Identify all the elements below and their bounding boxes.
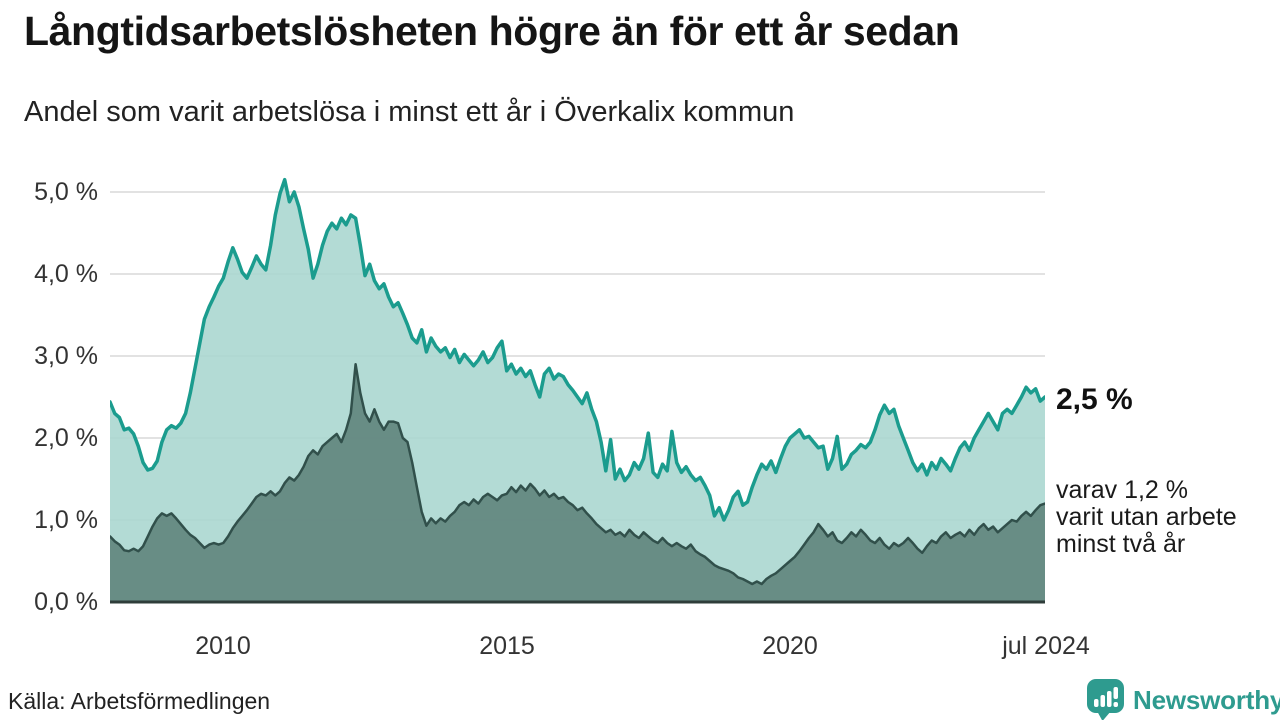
latest-value-label: 2,5 % bbox=[1056, 383, 1133, 416]
series-line-1 bbox=[110, 362, 1045, 586]
x-axis-tick-label: 2010 bbox=[195, 632, 251, 660]
bar-medium bbox=[1100, 695, 1105, 707]
secondary-value-line2: varit utan arbete bbox=[1056, 503, 1237, 531]
secondary-value-line3: minst två år bbox=[1056, 530, 1186, 558]
y-axis-tick-label: 2,0 % bbox=[34, 424, 98, 452]
y-axis-tick-label: 5,0 % bbox=[34, 178, 98, 206]
secondary-value-label: varav 1,2 % varit utan arbete minst två … bbox=[1056, 477, 1280, 558]
series-area-1 bbox=[110, 364, 1045, 602]
newsworthy-logo: Newsworthy bbox=[1086, 679, 1280, 720]
source-caption: Källa: Arbetsförmedlingen bbox=[8, 688, 271, 714]
y-axis-tick-label: 4,0 % bbox=[34, 260, 98, 288]
newsworthy-wordmark: Newsworthy bbox=[1133, 684, 1280, 715]
y-axis-tick-label: 3,0 % bbox=[34, 342, 98, 370]
y-axis-tick-label: 0,0 % bbox=[34, 588, 98, 616]
bar-tall bbox=[1107, 691, 1112, 707]
y-axis-tick-label: 1,0 % bbox=[34, 506, 98, 534]
page-title: Långtidsarbetslösheten högre än för ett … bbox=[24, 8, 960, 54]
newsworthy-logo-icon bbox=[1087, 679, 1124, 720]
x-axis-tick-label: 2020 bbox=[762, 632, 818, 660]
plot-svg bbox=[110, 177, 1045, 604]
chart-subtitle: Andel som varit arbetslösa i minst ett å… bbox=[24, 96, 795, 128]
series-line-0 bbox=[110, 177, 1045, 522]
bar-short bbox=[1094, 699, 1099, 707]
x-axis-tick-label: 2015 bbox=[479, 632, 535, 660]
area-chart bbox=[110, 170, 1045, 606]
exclamation-dot bbox=[1113, 702, 1118, 707]
exclamation-stem bbox=[1113, 687, 1118, 699]
x-axis-tick-label: jul 2024 bbox=[1002, 632, 1090, 660]
secondary-value-line1: varav 1,2 % bbox=[1056, 476, 1189, 504]
